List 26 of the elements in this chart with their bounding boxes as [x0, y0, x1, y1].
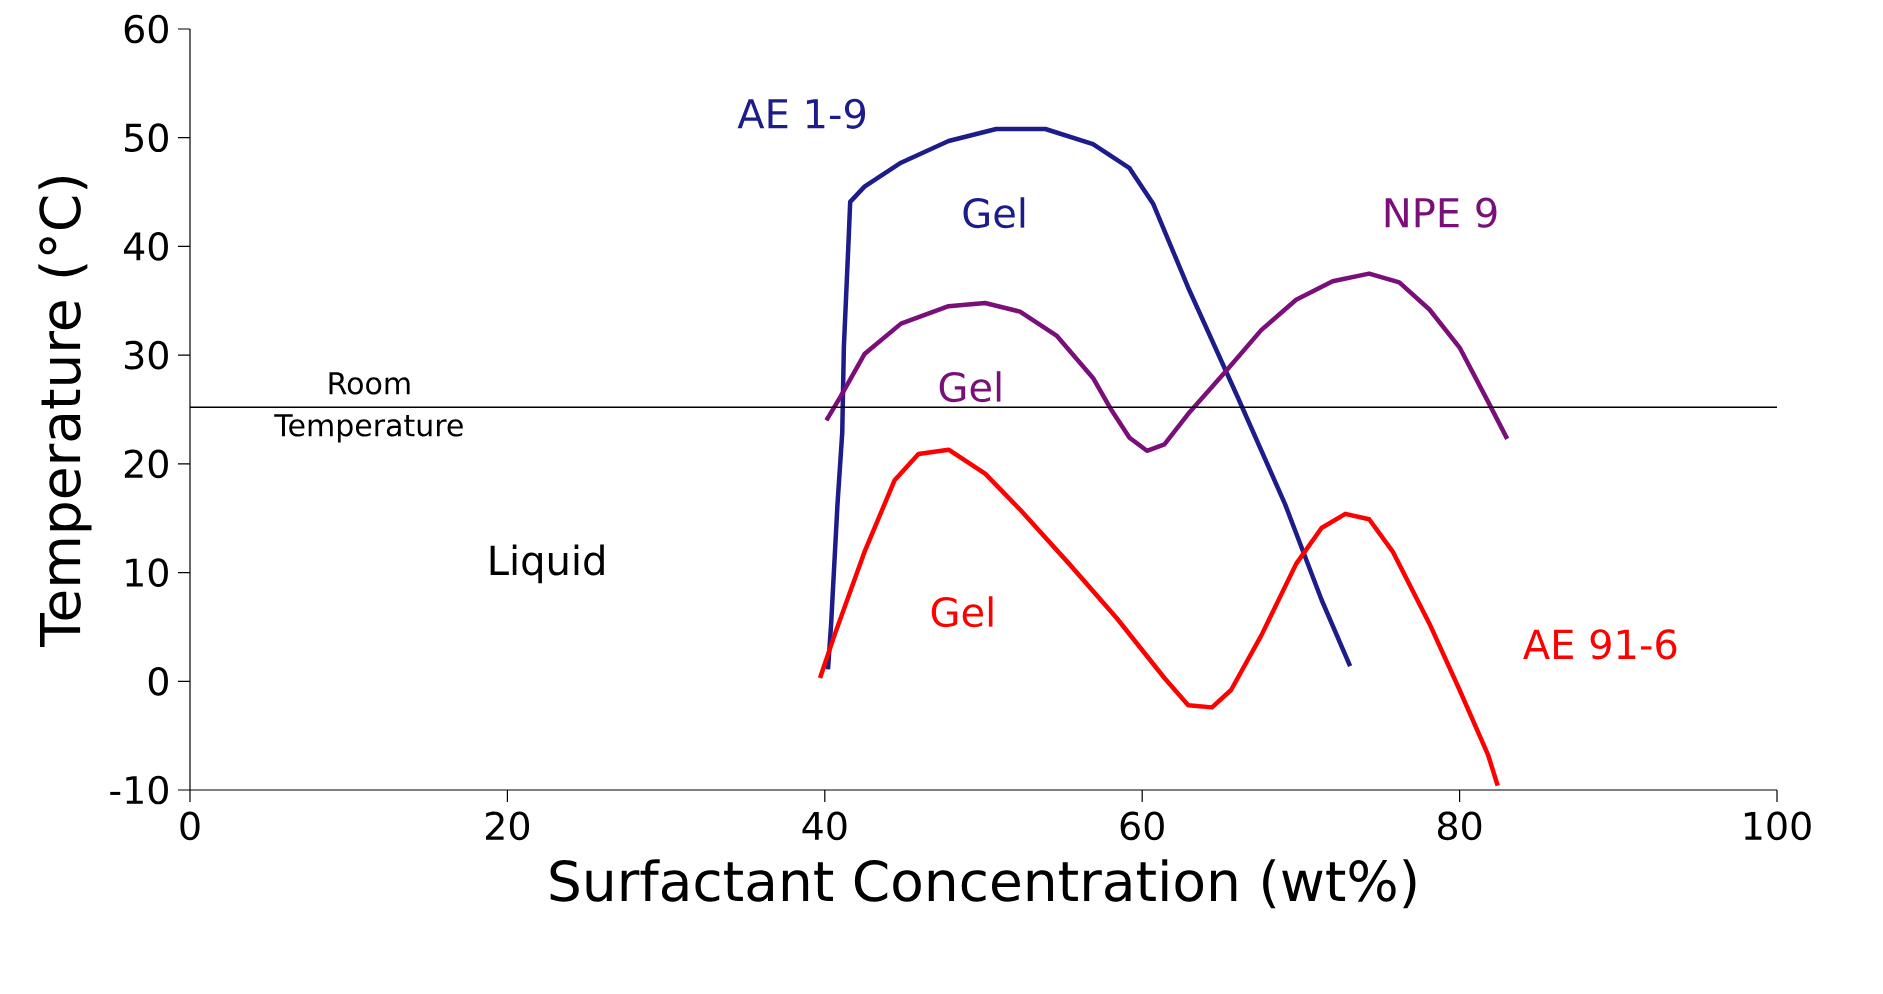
- x-tick-label: 60: [1120, 811, 1164, 841]
- y-tick-label: 60: [124, 14, 168, 44]
- y-tick-label: 0: [148, 666, 168, 696]
- annotation: Gel: [963, 197, 1025, 229]
- annotation: Liquid: [490, 544, 604, 584]
- x-tick-label: 100: [1744, 811, 1811, 841]
- x-tick-label: 20: [486, 811, 530, 841]
- ref-line-label: Room Temperature: [274, 372, 463, 443]
- line-series: [817, 447, 1500, 788]
- annotation: Gel: [931, 596, 993, 628]
- y-tick-label: -10: [110, 775, 168, 805]
- y-axis-title: Temperature (°C): [38, 176, 92, 647]
- line-series: [824, 271, 1510, 454]
- x-axis-title: Surfactant Concentration (wt%): [550, 859, 1416, 909]
- x-tick-label: 0: [180, 811, 200, 841]
- y-tick-label: 20: [124, 449, 168, 479]
- y-tick-label: 40: [123, 232, 168, 261]
- annotation: Gel: [939, 371, 1001, 403]
- y-tick-label: 10: [126, 558, 168, 587]
- x-tick-label: 80: [1438, 811, 1482, 841]
- y-tick-label: 30: [125, 340, 168, 370]
- y-tick-label: 50: [125, 123, 168, 153]
- x-tick-label: 40: [802, 811, 847, 841]
- series-label: AE 91-6: [1523, 629, 1677, 660]
- series-label: NPE 9: [1385, 197, 1497, 228]
- series-label: AE 1-9: [737, 98, 866, 129]
